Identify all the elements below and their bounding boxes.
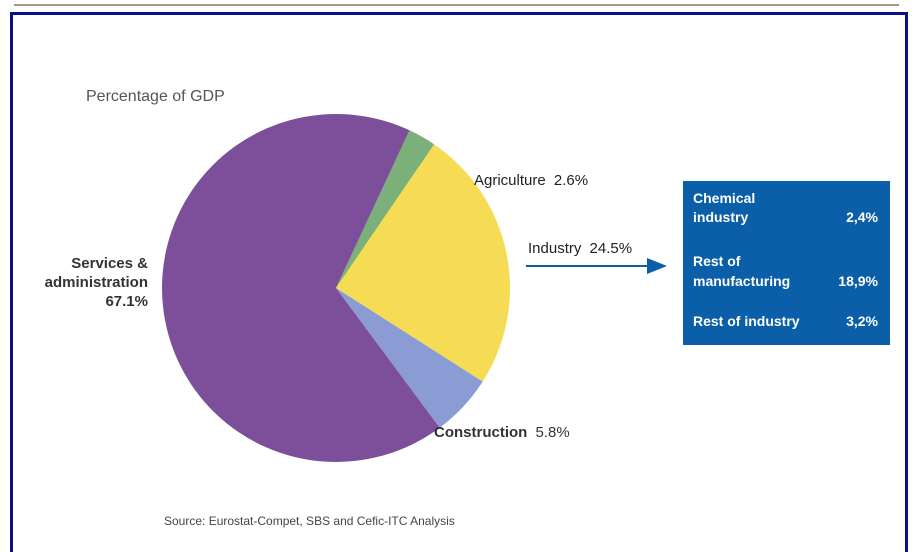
chart-frame xyxy=(10,12,908,552)
breakdown-chemical-value: 2,4% xyxy=(846,209,878,225)
construction-label-value: 5.8% xyxy=(536,424,570,441)
services-slice xyxy=(162,113,440,462)
breakdown-chemical-line1: Chemical xyxy=(693,190,755,206)
breakdown-manufacturing-value: 18,9% xyxy=(838,273,878,289)
pie-slices xyxy=(162,113,510,462)
breakdown-chemical-line2: industry xyxy=(693,209,748,225)
industry-label-value: 24.5% xyxy=(590,240,633,257)
construction-slice xyxy=(336,288,483,428)
agriculture-slice xyxy=(336,130,435,288)
agriculture-label-value: 2.6% xyxy=(554,172,588,189)
industry-breakdown-box xyxy=(683,181,890,345)
chart-title: Percentage of GDP xyxy=(86,88,225,105)
breakdown-rest-industry-value: 3,2% xyxy=(846,313,878,329)
industry-slice xyxy=(336,144,510,382)
services-label-line2: administration xyxy=(45,274,148,291)
construction-label: Construction 5.8% xyxy=(434,424,570,441)
construction-label-name: Construction xyxy=(434,424,527,441)
industry-label: Industry 24.5% xyxy=(528,240,632,257)
breakdown-manufacturing-line2: manufacturing xyxy=(693,273,790,289)
agriculture-label-name: Agriculture xyxy=(474,172,546,189)
source-note: Source: Eurostat-Compet, SBS and Cefic-I… xyxy=(164,514,455,528)
agriculture-label: Agriculture 2.6% xyxy=(474,172,588,189)
services-label-line1: Services & xyxy=(71,255,148,272)
industry-label-name: Industry xyxy=(528,240,582,257)
services-value-label: 67.1% xyxy=(105,293,148,310)
breakdown-rest-industry-label: Rest of industry xyxy=(693,313,800,329)
top-rule xyxy=(14,4,899,6)
breakdown-manufacturing-line1: Rest of xyxy=(693,253,741,269)
